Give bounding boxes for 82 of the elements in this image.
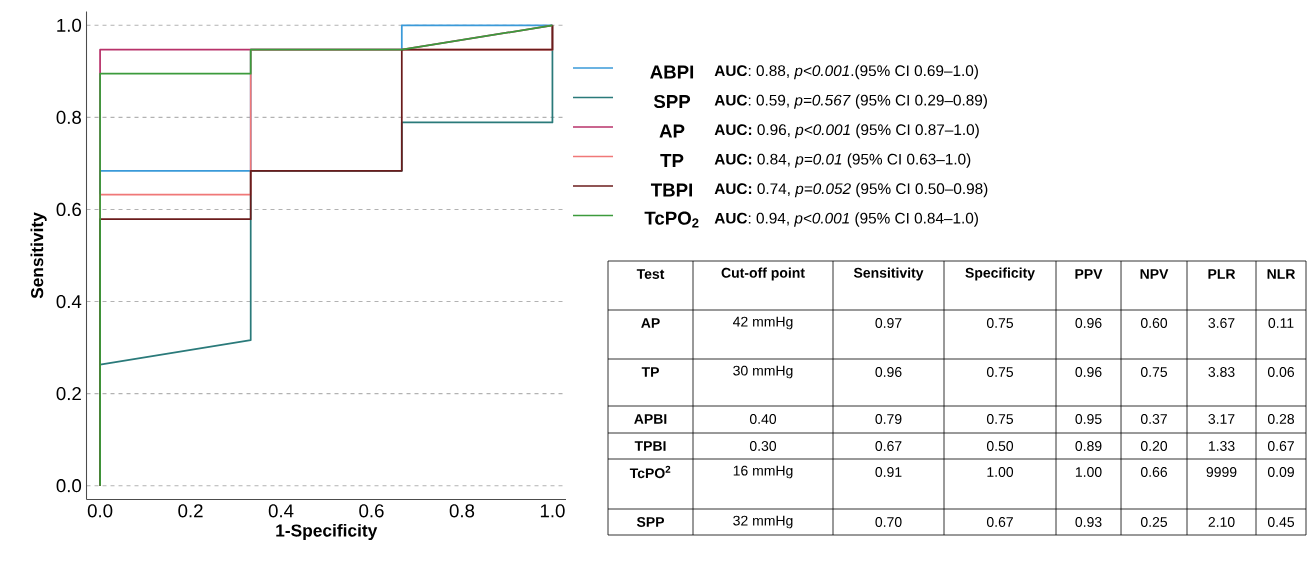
text: AUC: 0.74, p=0.052 (95% CI 0.50–0.98) [714,182,988,198]
text: 0.75 [986,318,1014,328]
y-tick-label: 0.0 [56,479,82,493]
text: 0.20 [1140,441,1168,451]
text: AUC: 0.59, p=0.567 (95% CI 0.29–0.89) [714,94,987,109]
text: 0.75 [986,414,1014,424]
y-tick-label: 0.2 [56,387,81,401]
text: 0.70 [875,517,902,527]
text: 0.37 [1140,414,1167,424]
text: 0.67 [1267,441,1294,451]
text: 42 mmHg [732,316,793,330]
text: 0.96 [1075,318,1102,328]
text: TPBI [634,441,666,451]
text: 9999 [1206,467,1237,477]
text: 0.06 [1267,367,1295,377]
text: 0.09 [1267,467,1294,477]
text: TP [660,154,684,167]
text: 0.75 [1140,367,1168,377]
text: AUC: 0.94, p<0.001 (95% CI 0.84–1.0) [714,212,978,227]
text: 0.96 [875,367,902,377]
category-label: Test [636,269,665,279]
text: AUC: 0.84, p=0.01 (95% CI 0.63–1.0) [714,153,971,168]
text: AUC: 0.96, p<0.001 (95% CI 0.87–1.0) [714,123,979,139]
text: TP [641,367,659,377]
text: 0.50 [986,441,1014,451]
text: 0.89 [1075,441,1102,451]
text: 32 mmHg [733,515,793,529]
y-tick-label: 0.4 [56,294,82,309]
category-label: Specificity [965,267,1035,281]
y-tick-label: 1.0 [57,18,82,32]
text: 0.28 [1267,414,1295,424]
x-tick-label: 0.2 [178,504,203,518]
text: 0.75 [986,367,1014,377]
text: 3.83 [1208,367,1235,377]
text: 16 mmHg [733,465,793,479]
y-tick-label: 0.8 [56,110,81,125]
x-tick-label: 1.0 [540,504,565,518]
text: AUC: 0.88, p<0.001.(95% CI 0.69–1.0) [714,64,978,80]
text: 2.10 [1208,517,1235,527]
category-label: Cut-off point [721,267,805,281]
category-label: NLR [1267,269,1296,279]
legend-label: SPP [653,94,691,109]
text: 0.67 [986,517,1013,527]
text: SPP [636,517,665,527]
x-tick-label: 0.0 [87,504,113,518]
text: AP [641,318,660,328]
y-tick-label: 0.6 [56,202,81,217]
text: 0.96 [1075,367,1102,377]
text: 1.00 [1075,467,1102,477]
x-tick-label: 0.4 [268,504,294,518]
category-label: PLR [1208,269,1236,279]
y-axis-title: Sensitivity [30,212,47,299]
text: 3.67 [1208,318,1235,328]
text: 0.67 [875,441,902,451]
text: 0.40 [749,414,777,424]
text: 0.97 [875,318,902,328]
legend-label: TBPI [650,183,693,197]
category-label: Sensitivity [853,267,924,281]
x-axis-title: 1-Specificity [276,523,378,541]
text: 0.95 [1075,414,1102,424]
text: 0.30 [749,441,777,451]
category-label: PPV [1075,269,1103,279]
text: 0.60 [1140,318,1168,328]
x-tick-label: 0.8 [449,504,475,518]
x-tick-label: 0.6 [359,504,384,518]
text: 0.25 [1140,517,1168,527]
text: 0.66 [1140,467,1168,477]
text: 0.11 [1268,318,1294,328]
text: APBI [634,414,667,424]
text: 0.45 [1267,517,1295,527]
text: 0.91 [875,467,902,477]
legend-label: TcPO$_{2}$ [644,211,699,228]
category-label: NPV [1140,269,1169,279]
text: 30 mmHg [733,365,793,379]
text: AP [659,124,685,138]
text: 3.17 [1208,414,1235,424]
text: 1.33 [1208,441,1235,451]
text: 1.00 [987,467,1014,477]
text: 0.93 [1075,517,1102,527]
text: 0.79 [875,414,902,424]
legend-label: ABPI [650,65,694,79]
text: TcPO$^{2}$ [629,465,671,479]
